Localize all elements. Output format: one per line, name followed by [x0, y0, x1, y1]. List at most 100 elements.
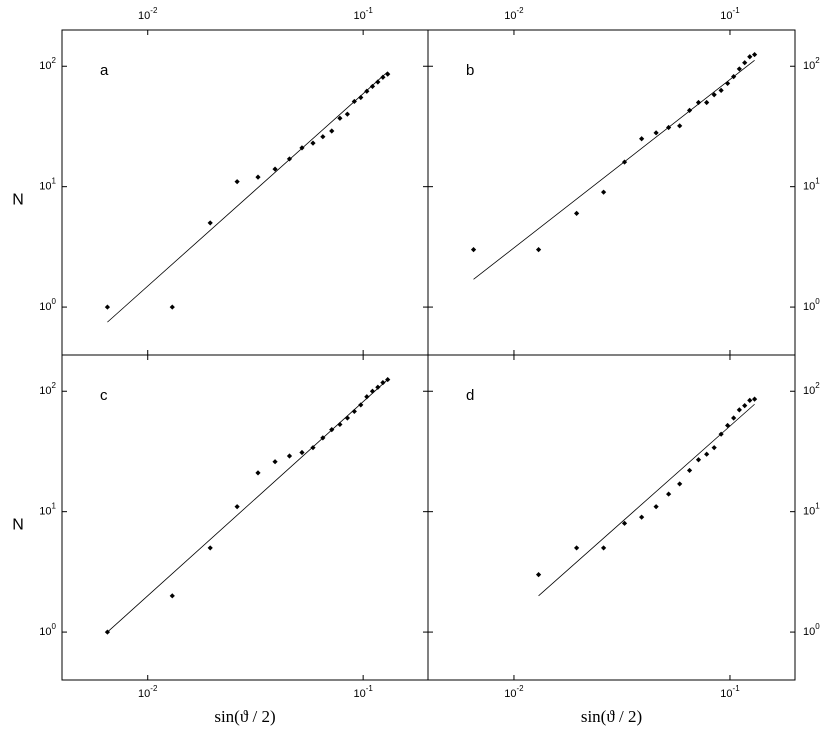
data-point — [385, 71, 391, 77]
tick-exponent: 2 — [815, 56, 820, 65]
data-point — [736, 66, 742, 72]
data-point — [470, 247, 477, 253]
tick-base: 10 — [504, 10, 516, 22]
x-axis-label: sin(ϑ / 2) — [581, 707, 642, 726]
data-point — [742, 403, 748, 409]
data-point — [320, 134, 326, 140]
tick-base: 10 — [504, 688, 516, 700]
tick-exponent: -2 — [150, 684, 158, 693]
tick-label: 101 — [39, 502, 56, 518]
data-point — [344, 111, 350, 117]
tick-base: 10 — [138, 688, 150, 700]
data-point — [329, 128, 335, 134]
data-point — [653, 504, 659, 510]
tick-base: 10 — [803, 506, 815, 518]
tick-exponent: 1 — [815, 177, 820, 186]
tick-exponent: 2 — [52, 381, 57, 390]
data-point — [704, 99, 710, 106]
data-point — [666, 491, 672, 497]
data-point — [718, 87, 724, 94]
tick-base: 10 — [803, 385, 815, 397]
tick-exponent: 0 — [815, 297, 820, 306]
data-point — [337, 115, 343, 121]
data-point — [380, 74, 386, 80]
data-point — [337, 421, 343, 428]
tick-exponent: 0 — [52, 622, 57, 631]
fit-line — [107, 379, 388, 633]
tick-exponent: -1 — [733, 6, 741, 15]
data-point — [364, 394, 370, 400]
tick-base: 10 — [720, 10, 732, 22]
tick-base: 10 — [803, 626, 815, 638]
tick-label: 10-1 — [720, 6, 740, 22]
panel-label: b — [466, 62, 474, 79]
tick-label: 100 — [39, 297, 56, 313]
data-point — [747, 54, 753, 60]
data-point — [695, 457, 702, 463]
data-point — [695, 99, 702, 106]
tick-base: 10 — [39, 506, 51, 518]
tick-label: 100 — [803, 622, 820, 638]
data-point — [299, 145, 305, 151]
data-point — [344, 415, 350, 421]
y-axis-label: N — [12, 517, 24, 534]
data-point — [718, 431, 724, 437]
data-point — [677, 481, 683, 487]
tick-label: 10-2 — [138, 6, 158, 22]
plot-frame — [427, 29, 796, 356]
tick-exponent: 2 — [815, 381, 820, 390]
data-point — [169, 593, 175, 599]
data-point — [358, 402, 364, 408]
data-point — [364, 88, 370, 94]
data-point — [724, 422, 731, 429]
data-point — [320, 435, 326, 441]
data-point — [272, 459, 278, 465]
fit-line — [538, 403, 755, 597]
data-point — [601, 545, 607, 551]
tick-label: 100 — [39, 622, 56, 638]
data-point — [375, 79, 381, 85]
panel-label: a — [100, 62, 109, 79]
data-point — [724, 80, 731, 87]
data-point — [207, 545, 213, 551]
data-point — [310, 140, 316, 146]
data-point — [639, 514, 645, 520]
y-axis-label: N — [12, 192, 24, 209]
data-point — [310, 445, 316, 451]
tick-label: 102 — [803, 381, 820, 397]
data-point — [351, 408, 357, 415]
data-point — [104, 304, 111, 310]
data-point — [742, 60, 748, 66]
data-point — [751, 51, 758, 58]
data-point — [272, 166, 278, 172]
data-point — [255, 470, 261, 476]
data-point — [207, 220, 213, 226]
tick-exponent: 0 — [815, 622, 820, 631]
tick-base: 10 — [803, 181, 815, 193]
tick-exponent: -1 — [366, 684, 374, 693]
tick-label: 10-2 — [504, 6, 524, 22]
tick-label: 101 — [39, 177, 56, 193]
data-point — [574, 545, 580, 551]
tick-exponent: 0 — [52, 297, 57, 306]
tick-label: 10-2 — [138, 684, 158, 700]
tick-label: 10-2 — [504, 684, 524, 700]
tick-label: 10-1 — [353, 684, 373, 700]
data-point — [677, 123, 683, 129]
tick-exponent: 1 — [52, 502, 57, 511]
fit-line — [473, 60, 755, 280]
tick-base: 10 — [138, 10, 150, 22]
plot-frame — [61, 354, 429, 681]
data-point — [329, 427, 335, 433]
data-point — [653, 130, 659, 136]
data-point — [369, 83, 376, 90]
data-point — [234, 504, 240, 510]
tick-exponent: -2 — [517, 6, 525, 15]
tick-exponent: -1 — [733, 684, 741, 693]
fit-line — [107, 71, 388, 323]
data-point — [351, 98, 357, 105]
panel-label: d — [466, 387, 474, 404]
data-point — [736, 407, 742, 413]
data-point — [574, 210, 580, 216]
